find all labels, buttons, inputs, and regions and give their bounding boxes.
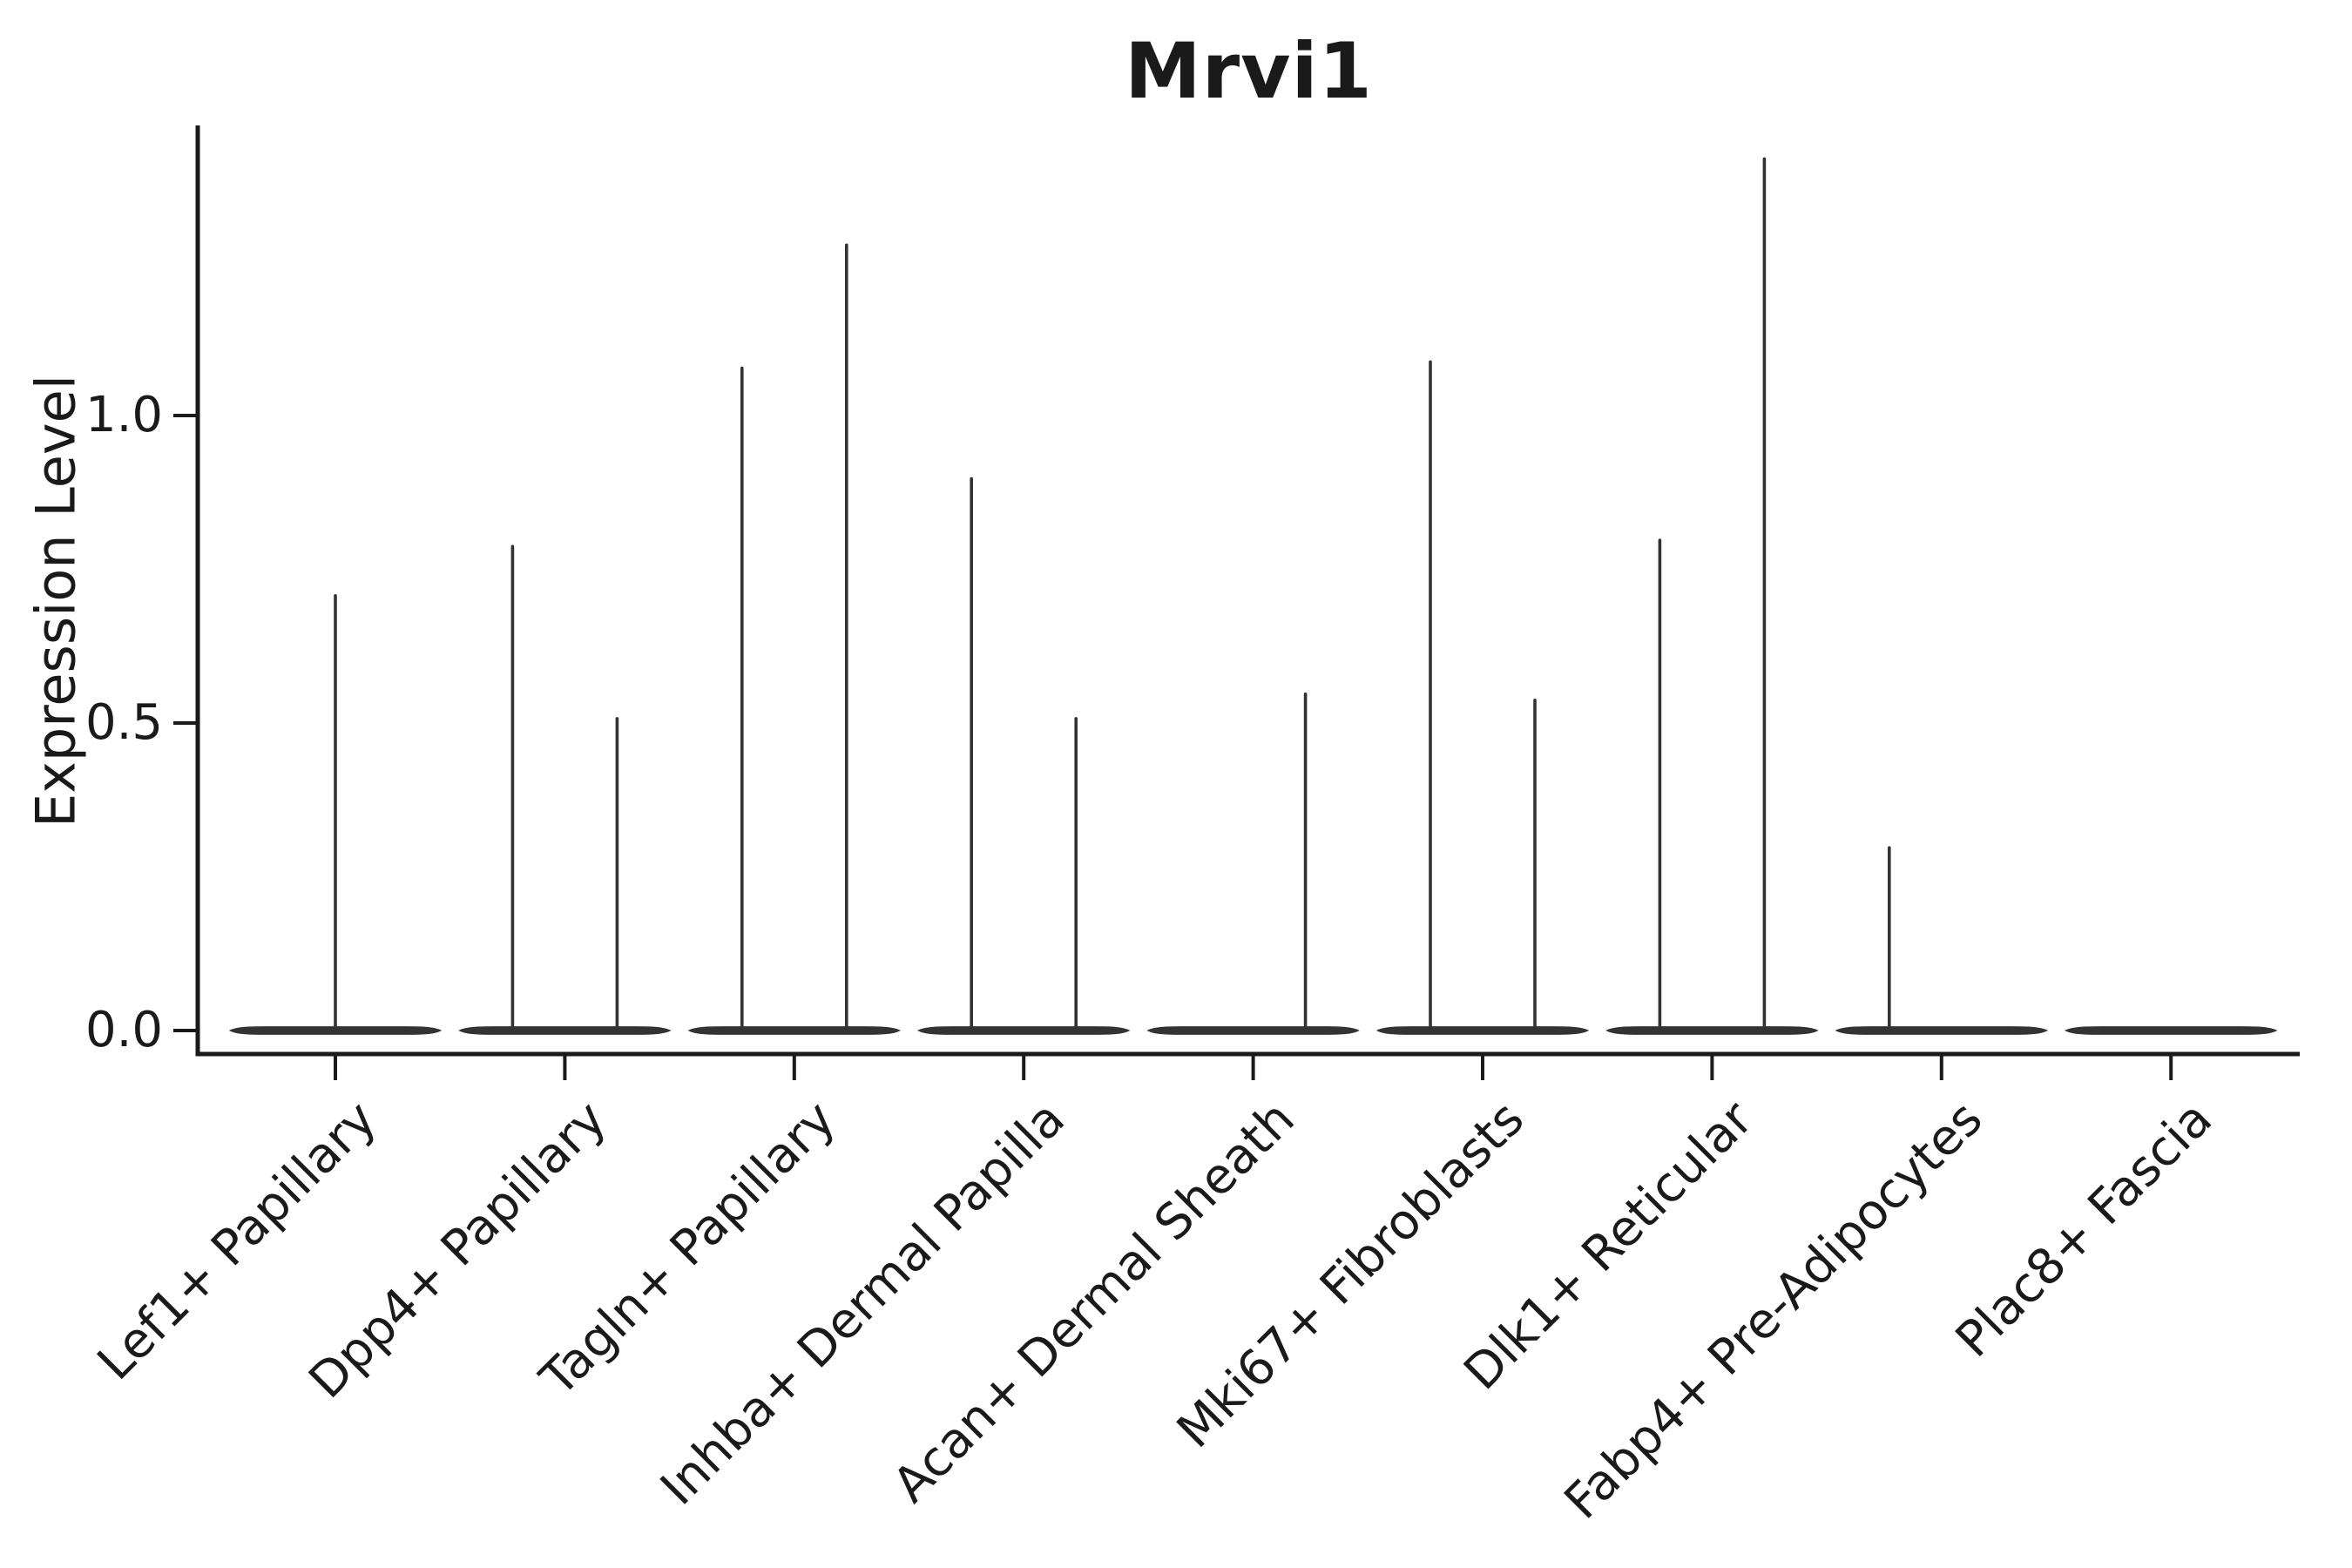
violin-base bbox=[1835, 1026, 2048, 1035]
chart-title: Mrvi1 bbox=[1125, 26, 1373, 116]
violin-base bbox=[917, 1026, 1131, 1035]
violin-base bbox=[1375, 1026, 1590, 1035]
violin-base bbox=[458, 1026, 672, 1035]
y-tick-label: 0.0 bbox=[84, 1002, 163, 1058]
y-tick-label: 0.5 bbox=[84, 694, 163, 751]
violin-base bbox=[1146, 1026, 1360, 1035]
y-tick-label: 1.0 bbox=[84, 387, 163, 443]
violin-base bbox=[2065, 1026, 2278, 1035]
violin-base bbox=[1605, 1026, 1819, 1035]
violin-base bbox=[687, 1026, 901, 1035]
